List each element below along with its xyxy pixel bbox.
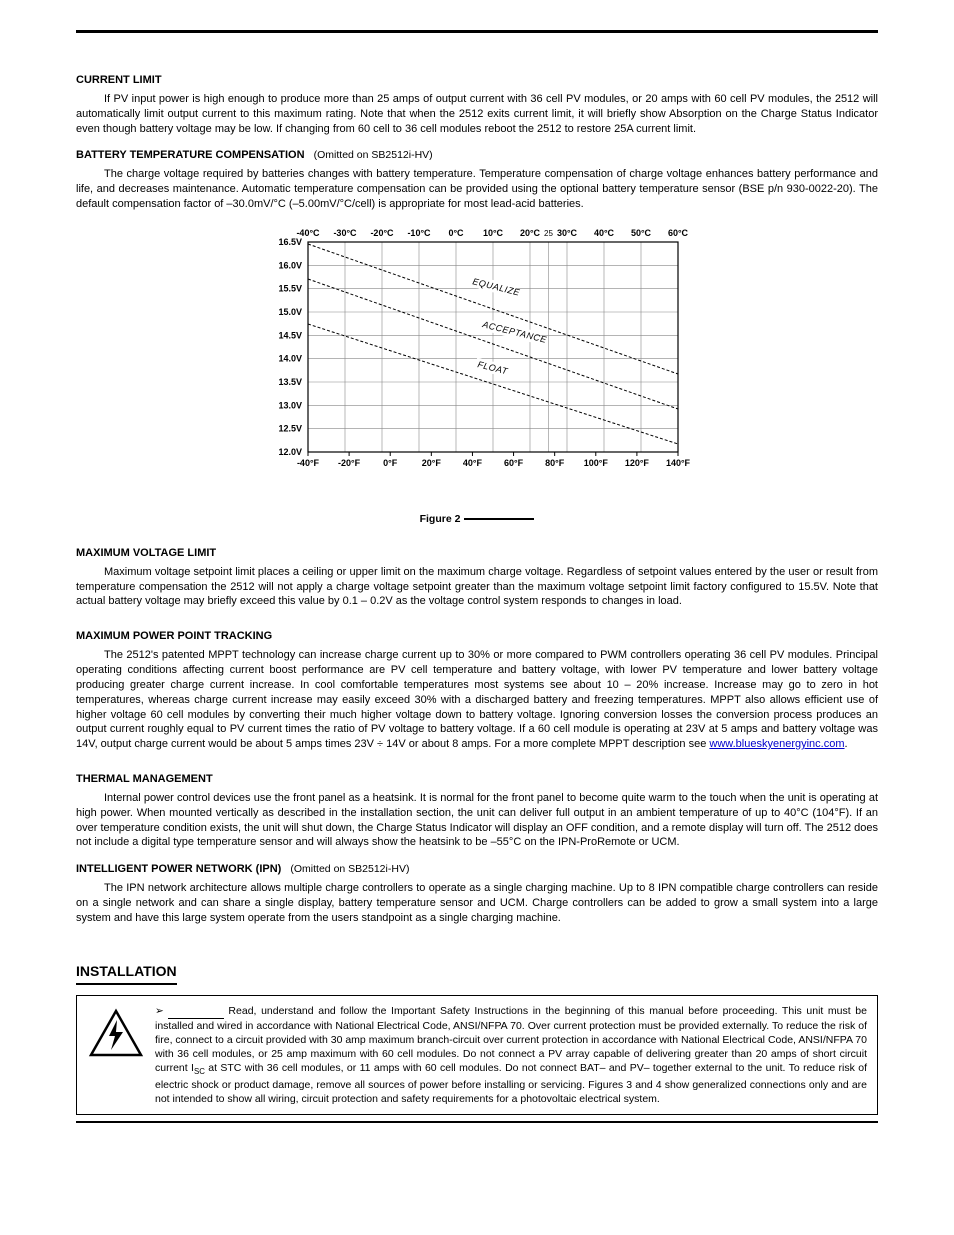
- svg-text:120°F: 120°F: [625, 458, 650, 468]
- svg-text:0°F: 0°F: [383, 458, 398, 468]
- svg-text:140°F: 140°F: [666, 458, 691, 468]
- svg-text:60°F: 60°F: [504, 458, 524, 468]
- paragraph-current-limit: If PV input power is high enough to prod…: [76, 92, 878, 137]
- svg-text:13.0V: 13.0V: [278, 400, 302, 410]
- svg-text:80°F: 80°F: [545, 458, 565, 468]
- heading-mppt: MAXIMUM POWER POINT TRACKING: [76, 629, 878, 644]
- svg-text:16.0V: 16.0V: [278, 260, 302, 270]
- heading-max-v-limit: MAXIMUM VOLTAGE LIMIT: [76, 546, 878, 561]
- temp-comp-note: (Omitted on SB2512i-HV): [314, 149, 433, 161]
- svg-text:-20°F: -20°F: [338, 458, 361, 468]
- horizontal-rule-top: [76, 30, 878, 33]
- svg-text:0°C: 0°C: [448, 228, 464, 238]
- svg-text:-10°C: -10°C: [407, 228, 431, 238]
- paragraph-temp-comp: The charge voltage required by batteries…: [76, 167, 878, 212]
- heading-ipn: INTELLIGENT POWER NETWORK (IPN): [76, 863, 281, 875]
- svg-text:15.0V: 15.0V: [278, 307, 302, 317]
- svg-text:-20°C: -20°C: [370, 228, 394, 238]
- heading-temp-comp: BATTERY TEMPERATURE COMPENSATION: [76, 149, 305, 161]
- horizontal-rule-bottom: [76, 1121, 878, 1123]
- svg-text:40°F: 40°F: [463, 458, 483, 468]
- svg-text:16.5V: 16.5V: [278, 237, 302, 247]
- svg-text:15.5V: 15.5V: [278, 283, 302, 293]
- lightning-caution-icon: [87, 1004, 145, 1065]
- svg-text:100°F: 100°F: [584, 458, 609, 468]
- ipn-note: (Omitted on SB2512i-HV): [290, 863, 409, 875]
- svg-text:40°C: 40°C: [594, 228, 615, 238]
- svg-text:10°C: 10°C: [483, 228, 504, 238]
- svg-text:13.5V: 13.5V: [278, 377, 302, 387]
- mppt-link[interactable]: www.blueskyenergyinc.com: [709, 738, 844, 750]
- svg-text:25: 25: [544, 229, 553, 238]
- svg-text:20°F: 20°F: [422, 458, 442, 468]
- heading-thermal: THERMAL MANAGEMENT: [76, 772, 878, 787]
- svg-text:14.0V: 14.0V: [278, 353, 302, 363]
- chart-container: -40°C-30°C-20°C-10°C0°C10°C20°C30°C40°C5…: [76, 224, 878, 504]
- temp-comp-chart: -40°C-30°C-20°C-10°C0°C10°C20°C30°C40°C5…: [262, 224, 692, 504]
- paragraph-mppt: The 2512's patented MPPT technology can …: [76, 648, 878, 752]
- heading-current-limit: CURRENT LIMIT: [76, 73, 878, 88]
- caution-box: ➢ Read, understand and follow the Import…: [76, 995, 878, 1116]
- svg-text:12.5V: 12.5V: [278, 423, 302, 433]
- heading-installation: INSTALLATION: [76, 962, 177, 985]
- paragraph-max-v-limit: Maximum voltage setpoint limit places a …: [76, 565, 878, 610]
- paragraph-thermal: Internal power control devices use the f…: [76, 791, 878, 850]
- svg-text:-40°F: -40°F: [297, 458, 320, 468]
- svg-text:30°C: 30°C: [557, 228, 578, 238]
- svg-text:20°C: 20°C: [520, 228, 541, 238]
- paragraph-ipn: The IPN network architecture allows mult…: [76, 881, 878, 926]
- svg-text:12.0V: 12.0V: [278, 447, 302, 457]
- svg-text:60°C: 60°C: [668, 228, 689, 238]
- figure-caption: Figure 2: [76, 512, 878, 526]
- svg-text:14.5V: 14.5V: [278, 330, 302, 340]
- svg-text:EQUALIZE: EQUALIZE: [472, 276, 522, 298]
- caution-text: ➢ Read, understand and follow the Import…: [155, 1004, 867, 1107]
- svg-text:50°C: 50°C: [631, 228, 652, 238]
- svg-text:-30°C: -30°C: [333, 228, 357, 238]
